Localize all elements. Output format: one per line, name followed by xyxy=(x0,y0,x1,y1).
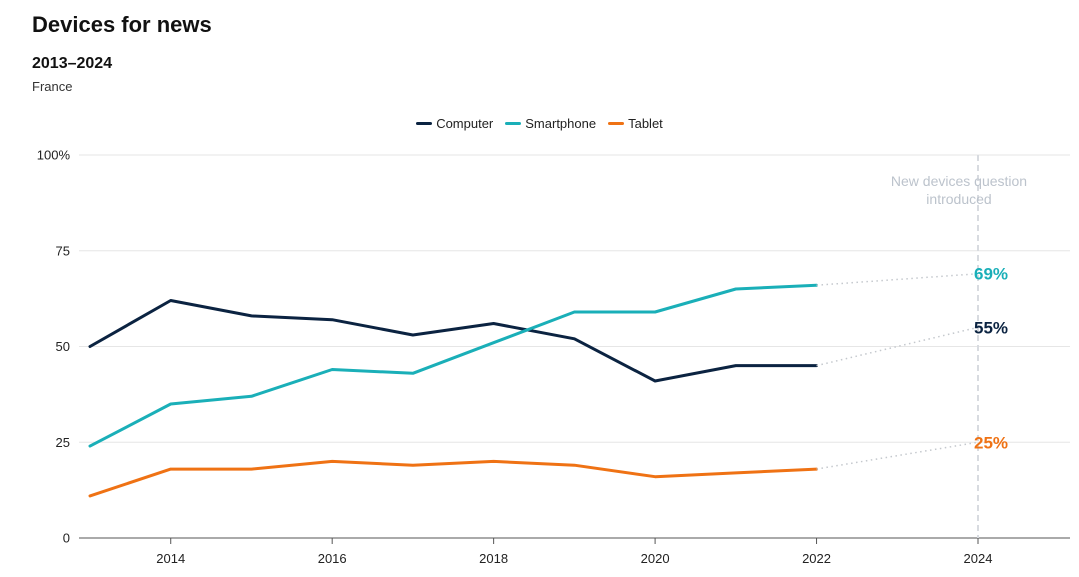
legend-swatch-smartphone xyxy=(505,122,522,125)
end-label-smartphone: 69% xyxy=(974,265,1008,284)
y-tick-label-25: 25 xyxy=(56,435,70,450)
chart-subtitle: 2013–2024 xyxy=(32,55,113,72)
chart-title: Devices for news xyxy=(32,12,212,37)
legend-item-tablet[interactable]: Tablet xyxy=(608,116,663,131)
series-line-tablet xyxy=(88,459,818,498)
legend-label-tablet: Tablet xyxy=(628,116,663,131)
x-tick-label-2020: 2020 xyxy=(641,551,670,566)
legend-item-computer[interactable]: Computer xyxy=(416,116,493,131)
annotation-text-line-1: New devices question xyxy=(891,173,1027,189)
series-connector-tablet xyxy=(816,441,979,470)
annotation-text-line-2: introduced xyxy=(926,191,991,207)
x-tick-label-2022: 2022 xyxy=(802,551,831,566)
x-tick-label-2014: 2014 xyxy=(156,551,185,566)
chart-region: France xyxy=(32,79,73,94)
end-label-computer: 55% xyxy=(974,318,1008,337)
end-label-tablet: 25% xyxy=(974,433,1008,452)
y-tick-label-75: 75 xyxy=(56,243,70,258)
series-line-computer xyxy=(88,299,818,383)
legend-label-smartphone: Smartphone xyxy=(525,116,597,131)
annotation-text: New devices question introduced xyxy=(891,173,1027,207)
series-line-smartphone xyxy=(88,283,818,448)
x-tick-label-2024: 2024 xyxy=(964,551,993,566)
series-connector-smartphone xyxy=(816,272,979,286)
legend-label-computer: Computer xyxy=(436,116,494,131)
legend-item-smartphone[interactable]: Smartphone xyxy=(505,116,596,131)
y-tick-label-0: 0 xyxy=(63,531,70,546)
legend-swatch-computer xyxy=(416,122,433,125)
legend-swatch-tablet xyxy=(608,122,625,125)
x-tick-label-2016: 2016 xyxy=(318,551,347,566)
legend: Computer Smartphone Tablet xyxy=(0,116,1079,131)
y-tick-label-50: 50 xyxy=(56,339,70,354)
y-tick-label-100: 100% xyxy=(37,148,71,163)
x-tick-label-2018: 2018 xyxy=(479,551,508,566)
